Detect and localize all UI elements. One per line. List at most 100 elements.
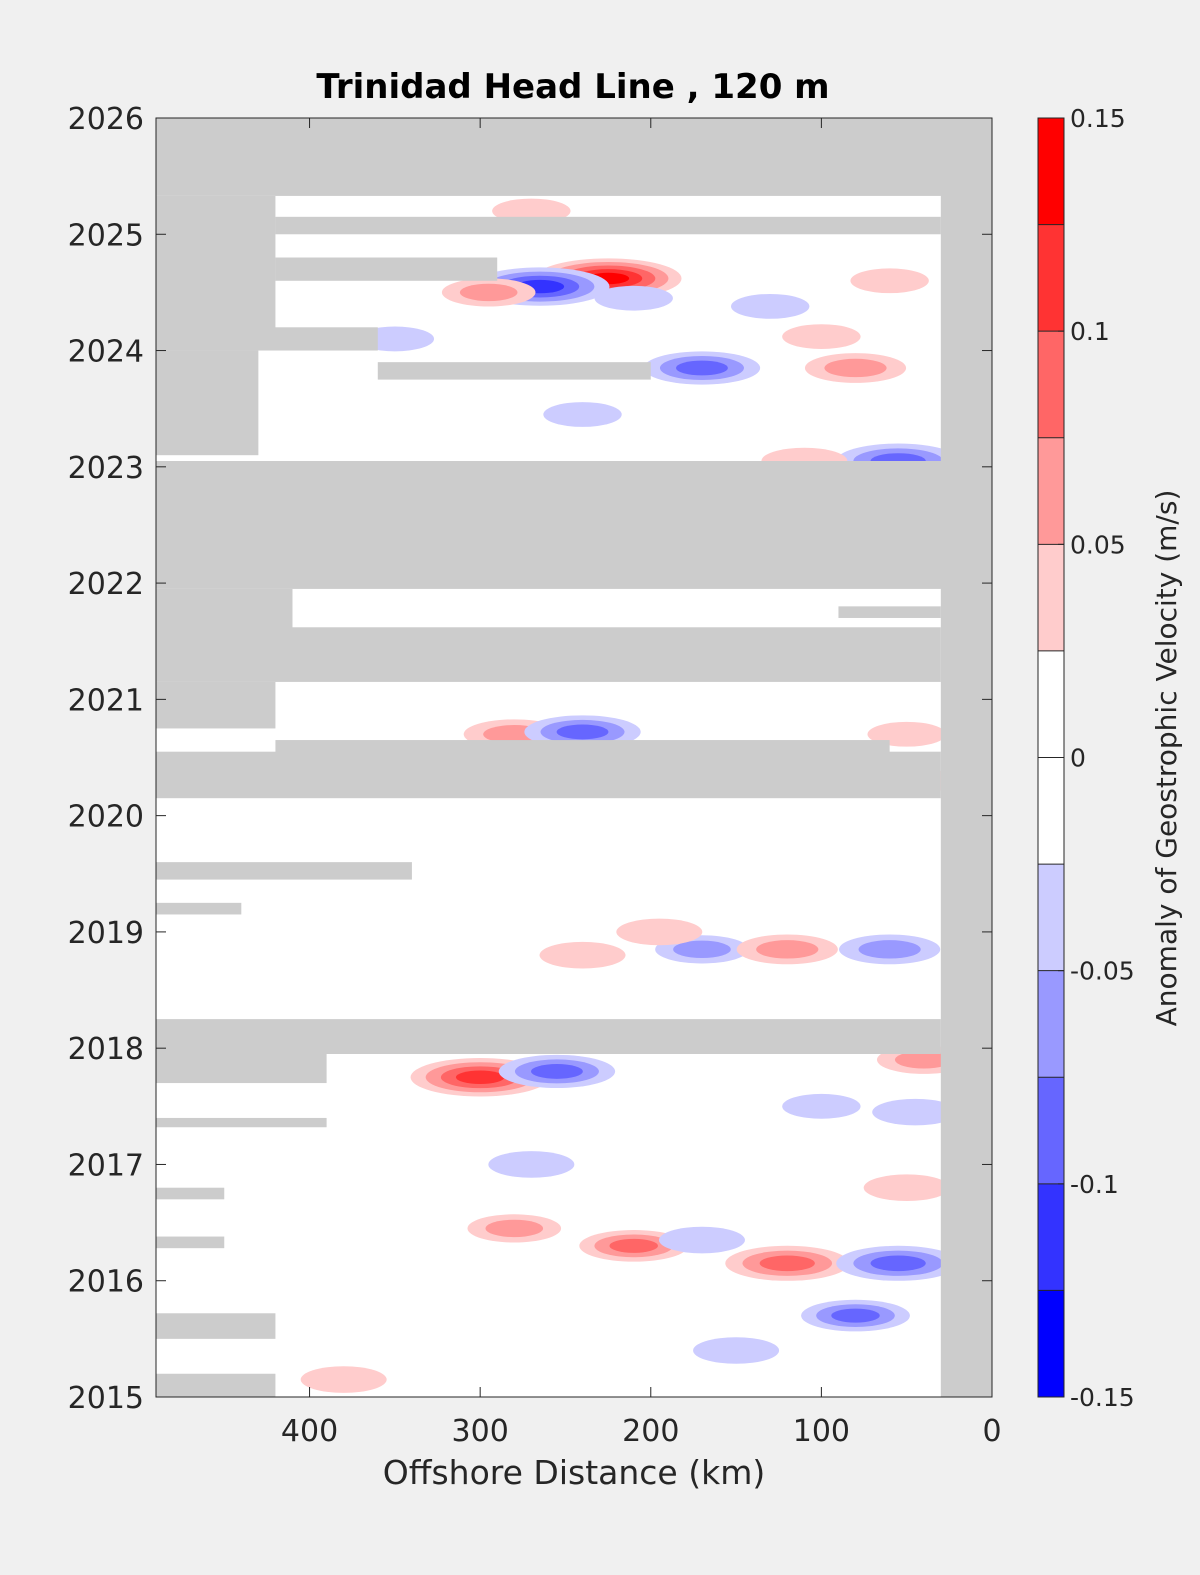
- anomaly-blob: [643, 351, 761, 385]
- colorbar-segment: [1038, 224, 1064, 332]
- no-data-region: [275, 740, 890, 770]
- contour-level: [863, 1174, 950, 1202]
- no-data-region: [156, 902, 242, 915]
- contour-level: [872, 1098, 959, 1126]
- no-data-region: [377, 362, 651, 380]
- anomaly-blob: [836, 1245, 961, 1281]
- y-tick-label: 2024: [68, 335, 144, 370]
- contour-level: [676, 360, 728, 376]
- contour-level: [594, 285, 673, 311]
- y-tick-label: 2021: [68, 683, 144, 718]
- colorbar-segment: [1038, 1183, 1064, 1291]
- anomaly-blob: [658, 1226, 745, 1254]
- colorbar-tick-label: -0.15: [1070, 1383, 1135, 1412]
- anomaly-blob: [467, 1214, 562, 1243]
- colorbar-segment: [1038, 650, 1064, 758]
- colorbar-segment: [1038, 1077, 1064, 1184]
- anomaly-blob: [488, 1151, 575, 1178]
- contour-level: [300, 1366, 387, 1393]
- anomaly-blob: [498, 1054, 616, 1089]
- contour-level: [543, 402, 622, 427]
- anomaly-blob: [872, 1098, 959, 1126]
- contour-level: [488, 1151, 575, 1178]
- anomaly-blob: [441, 278, 536, 307]
- no-data-region: [156, 588, 293, 630]
- no-data-region: [156, 627, 941, 682]
- y-tick-label: 2022: [68, 567, 144, 602]
- anomaly-blob: [850, 268, 929, 294]
- colorbar-segment: [1038, 970, 1064, 1078]
- y-tick-label: 2018: [68, 1032, 144, 1067]
- contour-level: [531, 1064, 583, 1079]
- anomaly-blob: [863, 1174, 950, 1202]
- colorbar-segment: [1038, 757, 1064, 865]
- y-tick-label: 2023: [68, 451, 144, 486]
- contour-level: [556, 724, 609, 740]
- no-data-region: [156, 1313, 276, 1339]
- y-tick-label: 2017: [68, 1148, 144, 1183]
- colorbar-tick-label: 0.05: [1070, 530, 1126, 559]
- contour-level: [539, 941, 626, 969]
- contour-level: [756, 940, 819, 959]
- x-tick-label: 300: [452, 1414, 509, 1449]
- colorbar-segment: [1038, 864, 1064, 971]
- x-axis-label: Offshore Distance (km): [383, 1453, 765, 1492]
- plot-area: [155, 117, 993, 1398]
- plot-frame: [155, 117, 993, 1398]
- no-data-region: [156, 350, 259, 456]
- x-axis: 400 300 200 100 0: [281, 118, 1002, 1449]
- y-tick-label: 2020: [68, 800, 144, 835]
- no-data-region: [275, 216, 941, 235]
- colorbar-segment: [1038, 437, 1064, 545]
- no-data-region: [156, 1187, 225, 1200]
- contour-level: [459, 283, 518, 302]
- contour-level: [616, 918, 703, 946]
- contour-level: [731, 293, 810, 319]
- y-tick-label: 2019: [68, 916, 144, 951]
- no-data-region: [156, 681, 276, 729]
- colorbar-tick-label: -0.05: [1070, 957, 1135, 986]
- chart-title: Trinidad Head Line , 120 m: [316, 67, 829, 107]
- contour-level: [693, 1337, 780, 1364]
- contour-level: [759, 1255, 815, 1272]
- no-data-region: [156, 1373, 276, 1397]
- anomaly-blob: [782, 1093, 861, 1119]
- colorbar: 0.15 0.1 0.05 0 -0.05 -0.1 -0.15: [1037, 104, 1135, 1412]
- contour-level: [673, 940, 731, 959]
- no-data-region: [156, 327, 378, 351]
- contour-level: [658, 1226, 745, 1254]
- contour-level: [850, 268, 929, 294]
- contour-level: [831, 1308, 880, 1323]
- anomaly-blob: [594, 285, 673, 311]
- contour-level: [894, 1051, 953, 1069]
- no-data-regions: [156, 118, 992, 1397]
- contour-level: [485, 1219, 544, 1238]
- anomaly-blob: [616, 918, 703, 946]
- anomaly-blob: [839, 934, 941, 965]
- no-data-region: [156, 461, 992, 589]
- anomaly-blob: [693, 1337, 780, 1364]
- y-tick-label: 2016: [68, 1265, 144, 1300]
- anomaly-blob: [539, 941, 626, 969]
- colorbar-tick-label: 0: [1070, 744, 1086, 773]
- colorbar-segment: [1038, 1290, 1064, 1397]
- anomaly-blob: [300, 1366, 387, 1393]
- contour-level: [870, 1255, 926, 1272]
- anomaly-blob: [731, 293, 810, 319]
- no-data-region: [275, 257, 498, 281]
- no-data-region: [156, 1019, 941, 1054]
- contour-level: [858, 940, 921, 959]
- anomaly-blob: [725, 1245, 850, 1281]
- no-data-region: [838, 606, 941, 618]
- x-tick-label: 100: [793, 1414, 850, 1449]
- anomaly-blob: [801, 1299, 910, 1332]
- x-tick-label: 0: [982, 1414, 1001, 1449]
- x-tick-label: 200: [622, 1414, 679, 1449]
- anomaly-blob: [804, 353, 907, 383]
- colorbar-tick-label: 0.1: [1070, 317, 1110, 346]
- x-tick-label: 400: [281, 1414, 338, 1449]
- anomaly-blob: [543, 402, 622, 427]
- contour-level: [782, 324, 861, 349]
- no-data-region: [156, 1053, 327, 1084]
